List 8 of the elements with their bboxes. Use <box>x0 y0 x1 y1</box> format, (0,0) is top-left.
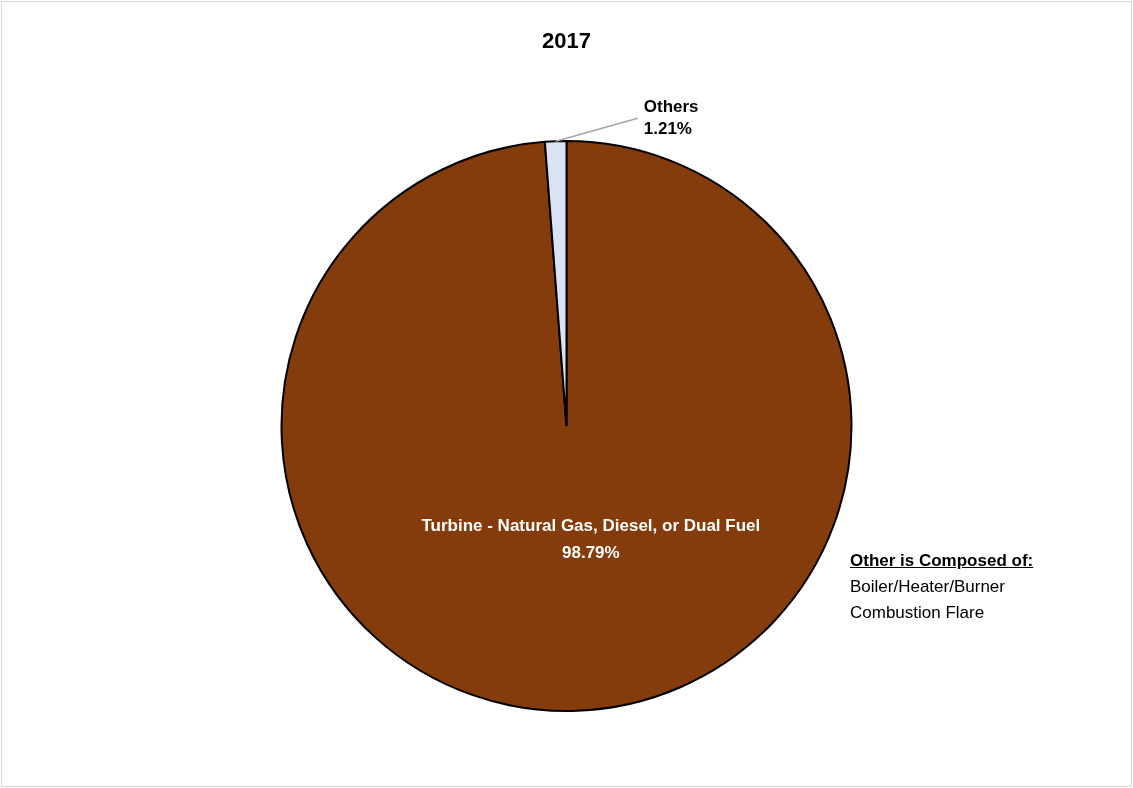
slice-label: Turbine - Natural Gas, Diesel, or Dual Fuel <box>421 516 761 536</box>
data-label: 1.21% <box>643 118 692 138</box>
text: Combustion Flare <box>850 602 986 624</box>
data-label: 98.79% <box>562 543 620 563</box>
text: Boiler/Heater/Burner <box>850 576 1006 598</box>
slice-label: Others <box>643 96 699 116</box>
text: Other is Composed of: <box>850 550 1034 572</box>
chart-title: 2017 <box>541 28 592 54</box>
